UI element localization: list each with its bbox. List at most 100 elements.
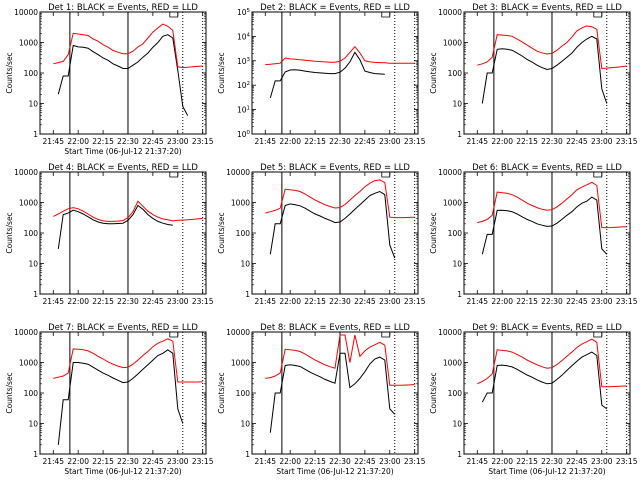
series-line-lld bbox=[265, 45, 415, 66]
panel-2: Det 2: BLACK = Events, RED = LLD Counts/s… bbox=[217, 3, 426, 146]
y-axis-label: Counts/sec bbox=[5, 212, 14, 253]
x-axis-label: Start Time (06-Jul-12 21:37:20) bbox=[64, 467, 181, 476]
x-tick-label: 21:45 bbox=[466, 457, 488, 466]
panel-8: Det 8: BLACK = Events, RED = LLD Counts/s… bbox=[217, 323, 426, 476]
y-axis-label: Counts/sec bbox=[429, 212, 438, 253]
x-tick-label: 23:15 bbox=[404, 457, 426, 466]
y-tick-label: 104 bbox=[237, 32, 251, 41]
plot-frame bbox=[39, 171, 207, 295]
panel-title: Det 2: BLACK = Events, RED = LLD bbox=[260, 3, 410, 13]
y-tick-label: 10 bbox=[452, 260, 462, 269]
y-tick-label: 10 bbox=[240, 420, 250, 429]
x-tick-label: 21:45 bbox=[254, 457, 276, 466]
x-tick-label: 22:15 bbox=[516, 137, 538, 146]
y-tick-label: 100 bbox=[448, 389, 463, 398]
y-tick-label: 10000 bbox=[14, 168, 38, 177]
x-tick-label: 22:00 bbox=[279, 137, 301, 146]
x-tick-label: 22:00 bbox=[67, 137, 89, 146]
series-line-events bbox=[481, 196, 608, 255]
y-tick-label: 100 bbox=[448, 69, 463, 78]
series-line-lld bbox=[477, 338, 627, 388]
y-tick-label: 103 bbox=[237, 57, 251, 66]
panel-title: Det 5: BLACK = Events, RED = LLD bbox=[260, 163, 410, 173]
series-line-events bbox=[481, 351, 608, 410]
x-tick-label: 22:30 bbox=[117, 137, 139, 146]
y-tick-label: 10 bbox=[28, 100, 38, 109]
x-tick-label: 22:45 bbox=[566, 297, 588, 306]
y-tick-label: 1 bbox=[245, 290, 250, 299]
x-tick-label: 23:00 bbox=[591, 297, 613, 306]
top-bracket-marker bbox=[169, 332, 179, 338]
plot-frame bbox=[251, 171, 419, 295]
x-tick-label: 22:45 bbox=[566, 457, 588, 466]
x-axis-label: Start Time (06-Jul-12 21:37:20) bbox=[276, 467, 393, 476]
x-tick-label: 22:45 bbox=[354, 137, 376, 146]
x-tick-label: 22:45 bbox=[142, 457, 164, 466]
top-bracket-marker bbox=[381, 172, 391, 178]
y-tick-label: 1000 bbox=[19, 39, 38, 48]
y-tick-label: 100 bbox=[236, 389, 251, 398]
x-tick-label: 21:45 bbox=[42, 297, 64, 306]
y-tick-label: 100 bbox=[236, 229, 251, 238]
x-tick-label: 22:15 bbox=[304, 137, 326, 146]
y-tick-label: 10 bbox=[452, 100, 462, 109]
x-tick-label: 22:30 bbox=[541, 297, 563, 306]
plot-frame bbox=[463, 331, 631, 455]
x-tick-label: 22:00 bbox=[67, 297, 89, 306]
x-tick-label: 23:00 bbox=[167, 457, 189, 466]
x-tick-label: 23:15 bbox=[192, 457, 214, 466]
x-tick-label: 22:30 bbox=[329, 457, 351, 466]
y-tick-label: 10000 bbox=[226, 328, 250, 337]
x-tick-label: 22:00 bbox=[491, 137, 513, 146]
plot-frame bbox=[463, 171, 631, 295]
series-line-lld bbox=[265, 334, 415, 386]
y-tick-label: 1000 bbox=[231, 359, 250, 368]
x-tick-label: 23:15 bbox=[616, 297, 638, 306]
y-tick-label: 1 bbox=[245, 450, 250, 459]
x-tick-label: 22:15 bbox=[92, 137, 114, 146]
y-tick-label: 100 bbox=[24, 69, 39, 78]
x-tick-label: 22:30 bbox=[329, 137, 351, 146]
x-tick-label: 22:15 bbox=[516, 457, 538, 466]
y-tick-label: 10000 bbox=[14, 328, 38, 337]
x-tick-label: 23:15 bbox=[404, 297, 426, 306]
series-line-lld bbox=[265, 179, 415, 219]
top-bracket-marker bbox=[593, 172, 603, 178]
x-tick-label: 22:15 bbox=[92, 297, 114, 306]
y-tick-label: 1 bbox=[457, 290, 462, 299]
series-line-events bbox=[269, 190, 396, 259]
x-tick-label: 21:45 bbox=[466, 297, 488, 306]
panel-title: Det 4: BLACK = Events, RED = LLD bbox=[48, 163, 198, 173]
y-tick-label: 1000 bbox=[19, 199, 38, 208]
x-tick-label: 22:30 bbox=[117, 457, 139, 466]
x-tick-label: 23:15 bbox=[616, 457, 638, 466]
y-tick-label: 10 bbox=[28, 260, 38, 269]
panel-3: Det 3: BLACK = Events, RED = LLD Counts/s… bbox=[429, 3, 638, 146]
series-line-events bbox=[57, 349, 184, 445]
y-axis-label: Counts/sec bbox=[217, 372, 226, 413]
top-bracket-marker bbox=[381, 12, 391, 18]
top-bracket-marker bbox=[169, 12, 179, 18]
x-tick-label: 22:30 bbox=[117, 297, 139, 306]
x-tick-label: 22:45 bbox=[354, 457, 376, 466]
x-tick-label: 22:15 bbox=[304, 457, 326, 466]
series-line-lld bbox=[477, 25, 627, 70]
y-tick-label: 10000 bbox=[14, 8, 38, 17]
y-axis-label: Counts/sec bbox=[5, 372, 14, 413]
panel-7: Det 7: BLACK = Events, RED = LLD Counts/s… bbox=[5, 323, 214, 476]
x-tick-label: 23:00 bbox=[379, 297, 401, 306]
x-tick-label: 23:15 bbox=[192, 297, 214, 306]
y-tick-label: 1 bbox=[33, 450, 38, 459]
y-tick-label: 10000 bbox=[438, 168, 462, 177]
x-tick-label: 23:00 bbox=[379, 137, 401, 146]
x-tick-label: 22:45 bbox=[566, 137, 588, 146]
y-axis-label: Counts/sec bbox=[5, 52, 14, 93]
panel-title: Det 8: BLACK = Events, RED = LLD bbox=[260, 323, 410, 333]
y-tick-label: 105 bbox=[237, 8, 251, 17]
y-axis-label: Counts/sec bbox=[217, 212, 226, 253]
y-tick-label: 102 bbox=[237, 81, 250, 90]
y-tick-label: 100 bbox=[24, 229, 39, 238]
y-tick-label: 10 bbox=[240, 260, 250, 269]
x-tick-label: 21:45 bbox=[42, 137, 64, 146]
y-tick-label: 10 bbox=[28, 420, 38, 429]
